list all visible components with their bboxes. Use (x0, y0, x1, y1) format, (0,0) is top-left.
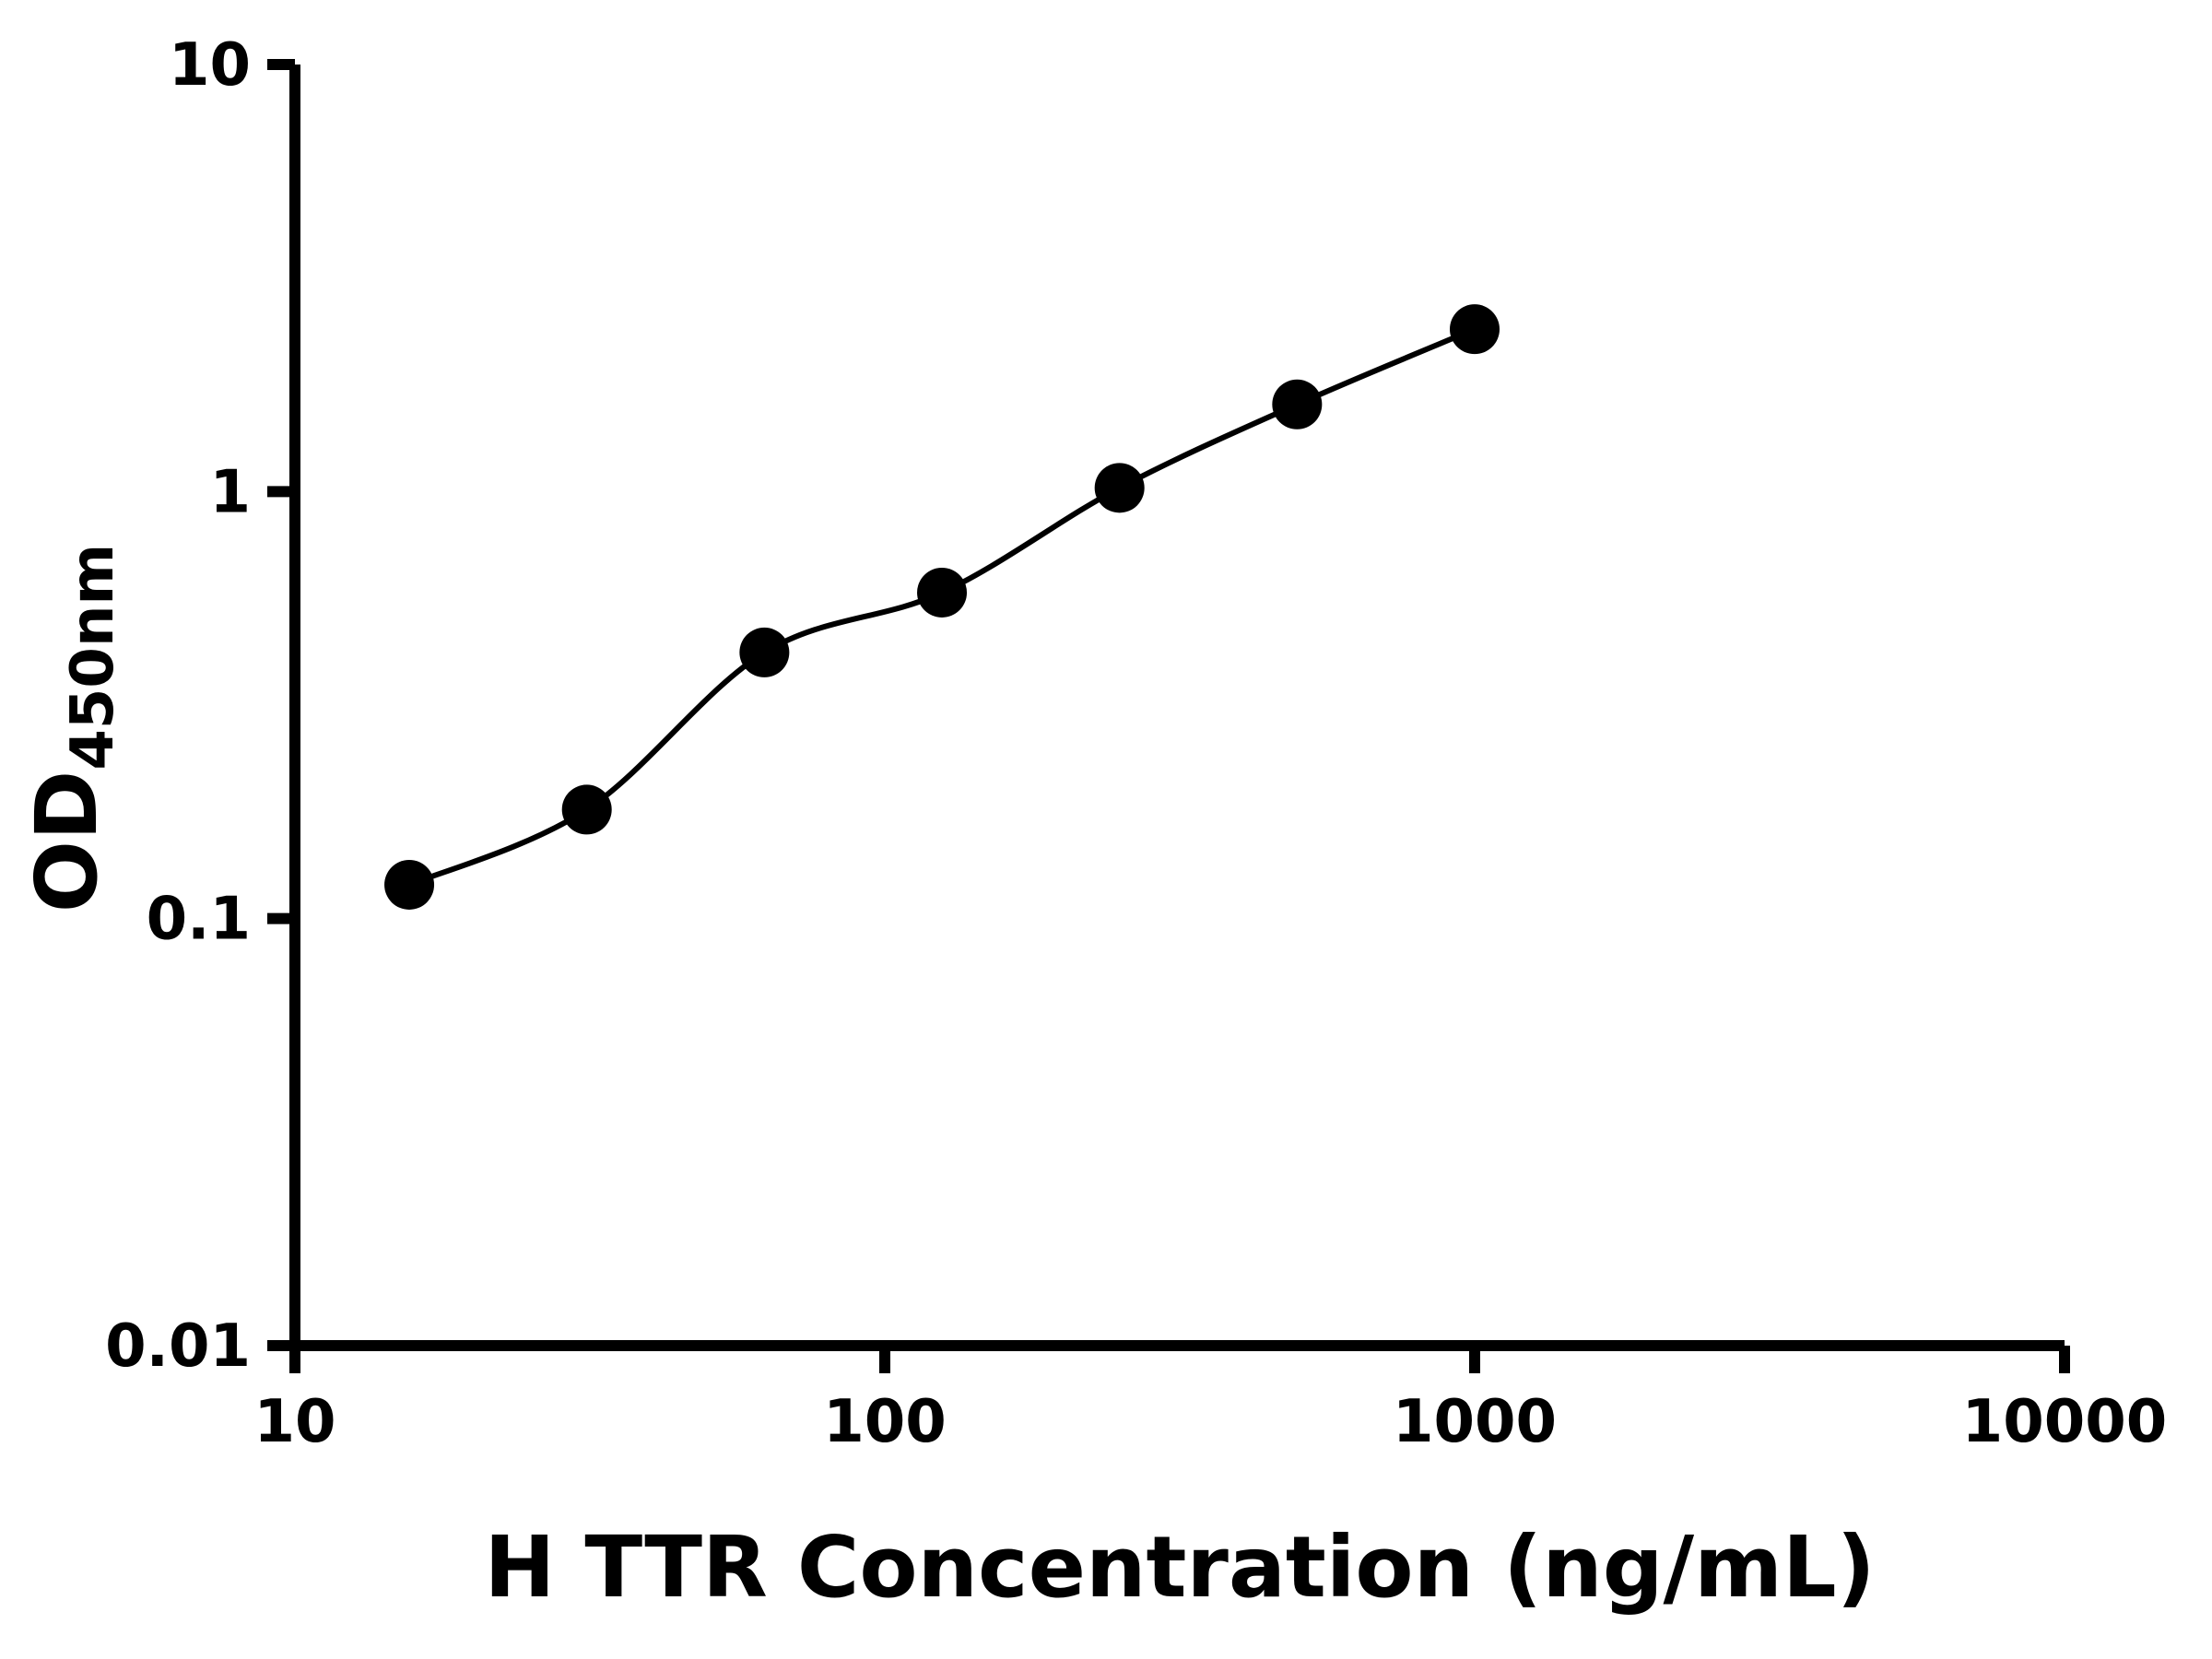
data-point (1094, 463, 1145, 513)
y-tick-label: 0.1 (147, 886, 251, 954)
data-point (561, 784, 612, 835)
data-point (1272, 379, 1323, 429)
y-tick-label: 10 (169, 31, 251, 100)
y-tick-label: 1 (209, 458, 251, 526)
x-tick-label: 10 (253, 1388, 335, 1456)
x-axis-title: H TTR Concentration (ng/mL) (484, 1518, 1875, 1617)
x-tick-label: 10000 (1962, 1388, 2168, 1456)
data-point (917, 567, 968, 618)
plot-area: 10 100 1000 10000 0.01 0.1 1 10 (105, 31, 2167, 1456)
x-tick-label: 1000 (1393, 1388, 1557, 1456)
y-axis-title: OD450nm (18, 544, 127, 912)
x-tick-label: 100 (823, 1388, 947, 1456)
axis-spine (289, 65, 2065, 1351)
data-point (384, 859, 435, 910)
data-point (739, 627, 790, 677)
y-axis-title-subscript: 450nm (59, 544, 127, 771)
data-point (1450, 304, 1500, 355)
y-tick-label: 0.01 (105, 1312, 251, 1381)
y-axis-title-main: OD (18, 771, 116, 913)
